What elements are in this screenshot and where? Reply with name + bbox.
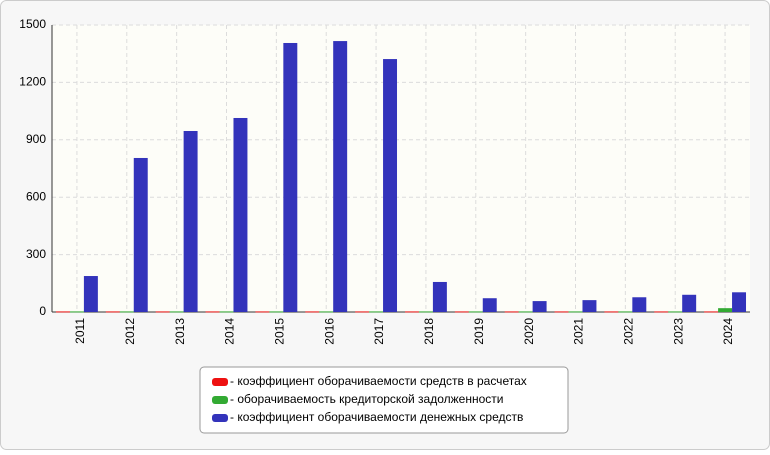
y-tick-label: 300 [26,247,46,261]
bar [618,311,633,313]
bar [319,311,334,313]
x-tick-label: 2023 [671,318,685,345]
legend-label: - коэффициент оборачиваемости средств в … [230,374,527,388]
bar [105,311,120,313]
y-tick-label: 1500 [19,17,46,31]
x-tick-label: 2012 [123,318,137,345]
bar [568,311,583,313]
bar [432,281,447,312]
bar [355,311,370,313]
bar [654,311,669,313]
bar [133,157,148,312]
x-tick-label: 2022 [622,318,636,345]
y-tick-label: 900 [26,132,46,146]
bar [305,311,320,313]
bar [468,311,483,313]
bar [668,311,683,313]
bar [383,59,398,312]
legend-box [199,366,569,434]
y-tick-label: 1200 [19,75,46,89]
bar [369,311,384,313]
bar [404,311,419,313]
x-tick-label: 2014 [223,318,237,345]
bar [554,311,569,313]
bar [532,301,547,312]
bar [69,311,84,313]
legend-label: - коэффициент оборачиваемости денежных с… [230,410,523,424]
bar [682,294,697,312]
bar [604,311,619,313]
x-tick-label: 2018 [422,318,436,345]
bar [255,311,270,313]
y-tick-label: 600 [26,189,46,203]
bar [504,311,519,313]
bar [205,311,220,313]
bar [169,311,184,313]
x-tick-label: 2011 [73,318,87,344]
x-tick-label: 2020 [522,318,536,345]
bar [582,300,597,312]
legend-label: - оборачиваемость кредиторской задолженн… [230,392,503,406]
bar [632,297,647,312]
bar [704,311,719,313]
y-tick-label: 0 [39,304,46,318]
legend-swatch [212,396,228,404]
bar [155,311,170,313]
x-tick-label: 2013 [173,318,187,345]
bar [418,311,433,313]
bar [83,276,98,312]
x-tick-label: 2019 [472,318,486,345]
bar [55,311,70,313]
bar [283,42,298,313]
bar [219,311,234,313]
x-tick-label: 2024 [721,318,735,345]
bar [119,311,134,313]
bar [718,308,733,312]
x-tick-label: 2016 [322,318,336,345]
bar [454,311,469,313]
bar [233,117,248,312]
x-tick-label: 2021 [572,318,586,345]
bar [183,130,198,312]
x-tick-label: 2015 [273,318,287,345]
bar [732,292,747,312]
bar [518,311,533,313]
plot-area [52,25,750,312]
bar [269,311,284,313]
legend-swatch [212,378,228,386]
legend-swatch [212,414,228,422]
x-tick-label: 2017 [372,318,386,345]
bar [333,41,348,313]
bar [482,298,497,312]
